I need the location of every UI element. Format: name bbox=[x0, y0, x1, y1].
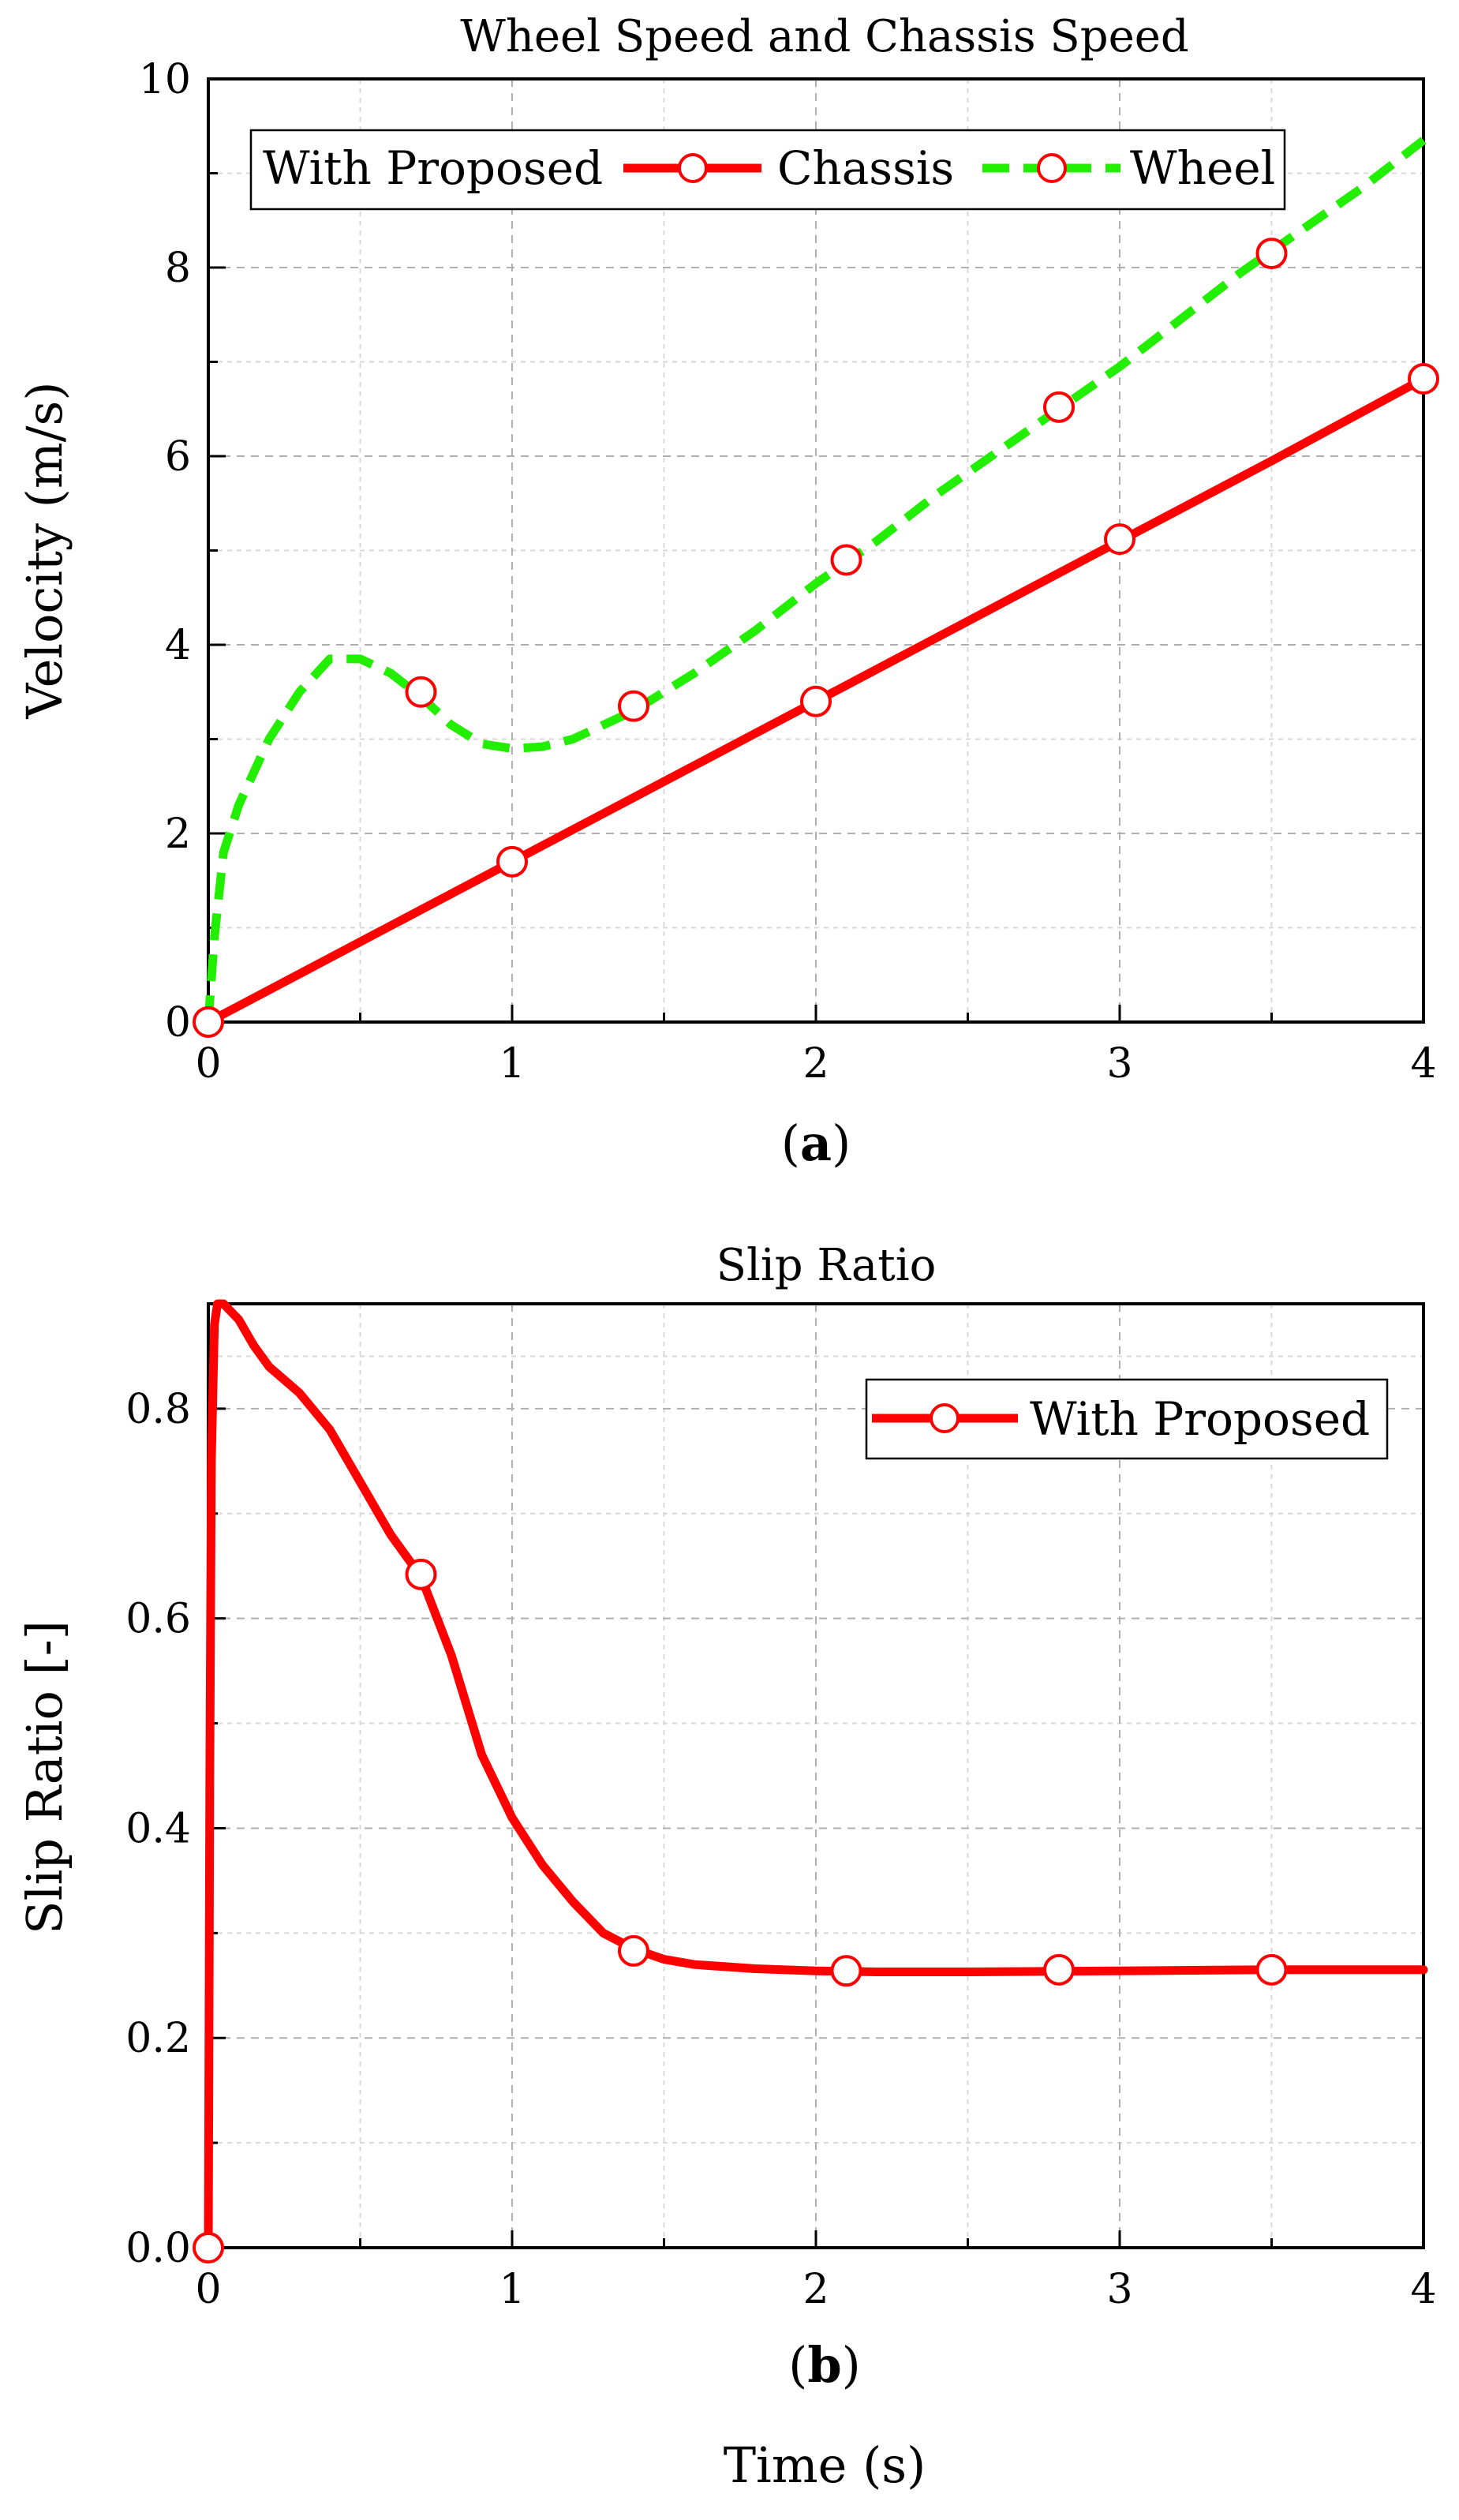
panel-a-ticks: 0 1 2 3 4 0 2 4 6 8 10 bbox=[139, 56, 1437, 1088]
panel-b-chart: Slip Ratio 0 1 2 3 4 0.0 0.2 0.4 0.6 0.8 Slip Rat… bbox=[16, 1240, 1437, 2494]
legend-wheel-marker bbox=[1037, 153, 1067, 183]
x-axis-title: Time (s) bbox=[724, 2436, 926, 2494]
series-with-proposed-marker bbox=[193, 2232, 224, 2264]
panel-b-y-axis-title: Slip Ratio [-] bbox=[16, 1620, 73, 1934]
panel-b-series bbox=[193, 1299, 1428, 2264]
panel-a-y-tick-label: 4 bbox=[165, 622, 191, 669]
panel-b-x-tick-label: 3 bbox=[1106, 2266, 1132, 2313]
series-with-proposed-marker bbox=[830, 1955, 862, 1987]
panel-b-label-close: ) bbox=[842, 2336, 861, 2394]
panel-b-label: (b) bbox=[788, 2336, 861, 2394]
panel-b-x-tick-label: 2 bbox=[802, 2266, 829, 2313]
series-with-proposed-marker bbox=[1255, 1953, 1288, 1986]
panel-a-y-tick-label: 2 bbox=[165, 811, 191, 858]
panel-b-ticks: 0 1 2 3 4 0.0 0.2 0.4 0.6 0.8 bbox=[125, 1386, 1436, 2313]
panel-a-x-tick-label: 2 bbox=[802, 1040, 829, 1088]
panel-a-y-tick-label: 8 bbox=[165, 245, 191, 292]
panel-a-legend-title: With Proposed bbox=[263, 141, 603, 195]
series-chassis-marker bbox=[1408, 363, 1439, 395]
series-chassis-marker bbox=[496, 845, 528, 878]
panel-a-title: Wheel Speed and Chassis Speed bbox=[460, 11, 1188, 62]
panel-a-series bbox=[193, 137, 1439, 1038]
legend-chassis-marker bbox=[678, 153, 708, 183]
series-wheel-marker bbox=[618, 690, 649, 722]
panel-a-label: (a) bbox=[781, 1114, 851, 1172]
panel-a-label-close: ) bbox=[832, 1114, 851, 1172]
legend-slip-marker bbox=[930, 1403, 960, 1433]
series-wheel-marker bbox=[830, 544, 862, 576]
panel-a-x-tick-label: 3 bbox=[1106, 1040, 1132, 1088]
panel-a-chart: Wheel Speed and Chassis Speed 0 1 2 3 4 0 2 4 6 8… bbox=[16, 11, 1439, 1172]
panel-a-x-tick-label: 1 bbox=[499, 1040, 525, 1088]
legend-wheel-label: Wheel bbox=[1130, 141, 1275, 195]
panel-a-grid bbox=[208, 79, 1423, 1022]
panel-b-y-tick-label: 0.2 bbox=[125, 2015, 191, 2062]
series-with-proposed-marker bbox=[618, 1934, 649, 1967]
series-with-proposed-line bbox=[204, 1299, 1428, 2252]
panel-b-y-tick-label: 0.6 bbox=[125, 1596, 191, 1643]
panel-a-legend: With Proposed Chassis Wheel bbox=[249, 129, 1286, 211]
series-wheel-marker bbox=[1043, 391, 1075, 423]
panel-b-x-tick-label: 1 bbox=[499, 2266, 525, 2313]
panel-b-label-letter: b bbox=[807, 2336, 841, 2394]
panel-a-label-letter: a bbox=[800, 1114, 832, 1172]
panel-b-y-tick-label: 0.8 bbox=[125, 1386, 191, 1433]
series-wheel-marker bbox=[1255, 238, 1288, 270]
panel-b-y-tick-label: 0.4 bbox=[125, 1805, 191, 1852]
series-with-proposed-marker bbox=[1043, 1953, 1075, 1986]
panel-b-x-tick-label: 4 bbox=[1410, 2266, 1436, 2313]
panel-a-label-open: ( bbox=[781, 1114, 800, 1172]
panel-a-y-tick-label: 10 bbox=[139, 56, 191, 103]
panel-b-legend: With Proposed bbox=[865, 1378, 1389, 1460]
legend-chassis-label: Chassis bbox=[777, 141, 954, 195]
panel-a-x-tick-label: 0 bbox=[195, 1040, 221, 1088]
series-wheel-line bbox=[204, 137, 1427, 1023]
series-with-proposed-marker bbox=[405, 1558, 437, 1590]
series-wheel-marker bbox=[405, 676, 437, 708]
panel-b-y-tick-label: 0.0 bbox=[125, 2225, 191, 2272]
panel-b-title: Slip Ratio bbox=[716, 1240, 937, 1291]
panel-b-grid bbox=[208, 1304, 1423, 2248]
series-chassis-marker bbox=[193, 1006, 224, 1038]
panel-a-y-axis-title: Velocity (m/s) bbox=[16, 381, 73, 719]
panel-b-label-open: ( bbox=[788, 2336, 807, 2394]
legend-slip-label: With Proposed bbox=[1030, 1392, 1370, 1446]
panel-b-x-tick-label: 0 bbox=[195, 2266, 221, 2313]
series-chassis-marker bbox=[800, 685, 832, 717]
series-chassis-marker bbox=[1104, 523, 1135, 556]
panel-a-y-tick-label: 6 bbox=[165, 433, 191, 481]
panel-a-x-tick-label: 4 bbox=[1410, 1040, 1436, 1088]
panel-a-y-tick-label: 0 bbox=[165, 999, 191, 1047]
